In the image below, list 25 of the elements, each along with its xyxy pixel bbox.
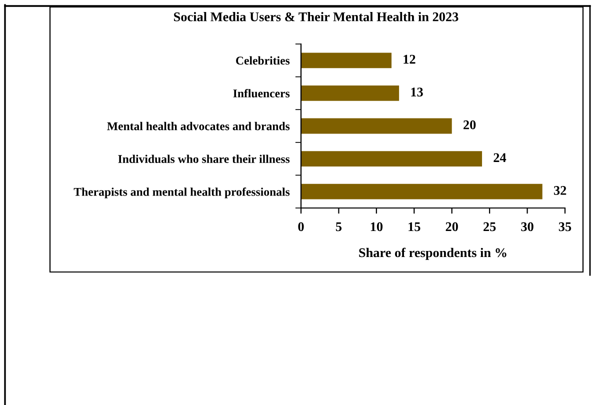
y-tick-label: Therapists and mental health professionals [74, 187, 290, 198]
data-label: 13 [411, 88, 423, 97]
y-tick-label: Influencers [233, 88, 290, 98]
y-tick-label: Mental health advocates and brands [107, 122, 290, 130]
x-tick-label: 5 [336, 222, 342, 232]
data-label: 12 [404, 54, 416, 64]
x-tick-label: 25 [484, 222, 496, 232]
x-tick-label: 15 [408, 222, 420, 232]
data-label: 20 [464, 120, 476, 130]
x-tick-label: 30 [521, 222, 534, 232]
chart-title: Social Media Users & Their Mental Health in 2023 [174, 12, 458, 22]
bar [301, 118, 452, 134]
data-label: 24 [494, 153, 506, 162]
bar [301, 85, 400, 101]
bar [301, 184, 542, 200]
x-tick-label: 10 [370, 222, 383, 232]
x-tick-label: 35 [558, 222, 572, 232]
x-axis-title: Share of respondents in % [359, 248, 506, 260]
y-tick-label: Celebrities [236, 56, 290, 65]
data-label: 32 [554, 186, 566, 195]
x-tick-label: 0 [298, 222, 304, 232]
bar [301, 52, 392, 68]
x-tick-label: 20 [446, 222, 458, 232]
bar [301, 151, 482, 167]
y-tick-label: Individuals who share their illness [118, 154, 290, 164]
